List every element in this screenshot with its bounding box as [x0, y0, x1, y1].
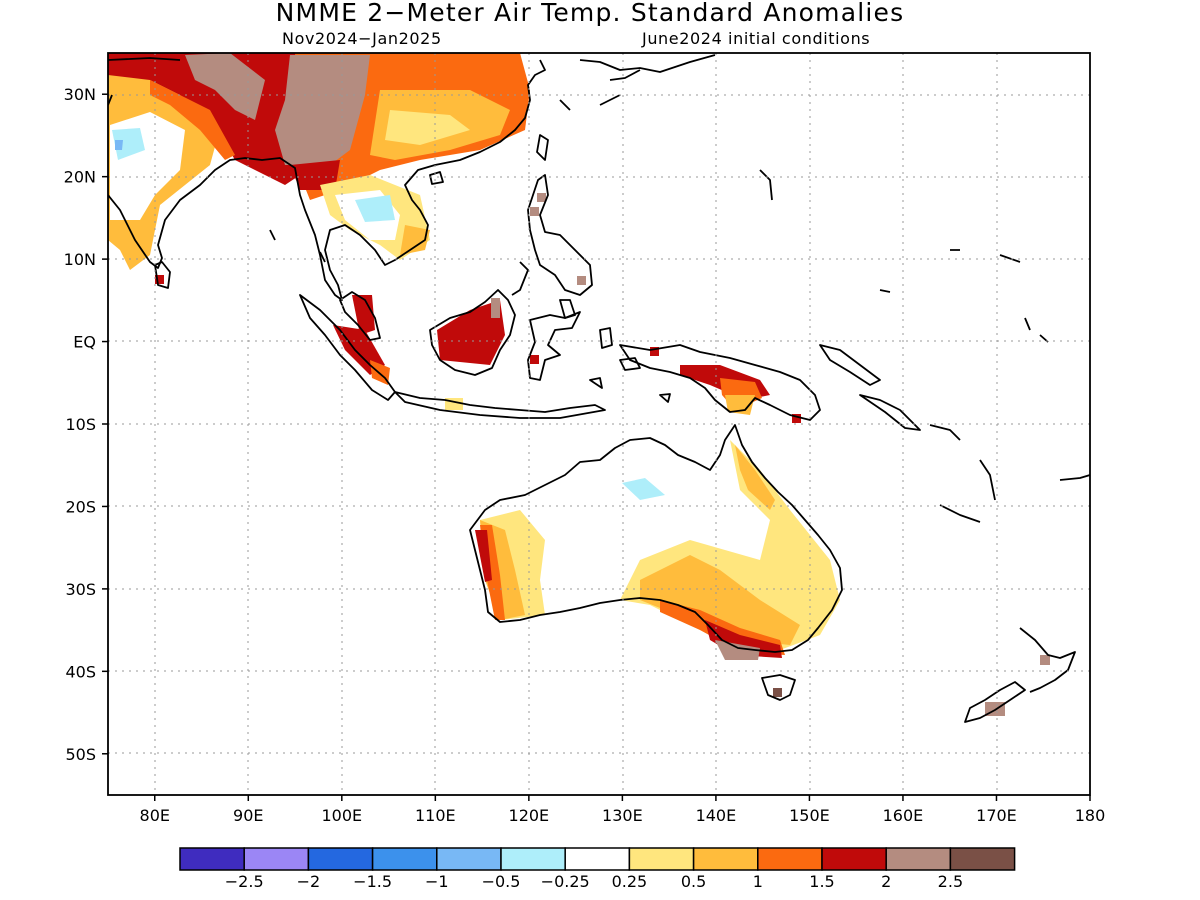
shade-borneo-brown [491, 298, 500, 318]
coast-sulawesi [527, 311, 581, 381]
colorbar-label: 1.5 [809, 872, 834, 891]
x-tick-label: 170E [976, 806, 1017, 825]
x-tick-label: 110E [415, 806, 456, 825]
shade-thailand-lightblue [355, 195, 395, 222]
shade-australia-west-darkred [475, 530, 492, 582]
y-axis: 30N 20N 10N EQ 10S 20S 30S 40S 50S [64, 85, 108, 764]
colorbar-label: −1 [425, 872, 449, 891]
colorbar-swatch [307, 847, 374, 871]
x-tick-label: 80E [140, 806, 170, 825]
shade-india-lightblue [112, 128, 145, 160]
y-tick-label: 10S [65, 415, 96, 434]
x-tick-label: 120E [509, 806, 550, 825]
colorbar-label: −0.25 [541, 872, 590, 891]
shade-srilanka [155, 275, 164, 284]
shade-borneo-red [437, 300, 505, 365]
colorbar-label: −0.5 [482, 872, 521, 891]
shade-australia-east-orange [735, 445, 775, 510]
shade-china-darkred [290, 160, 340, 190]
x-tick-label: 180 [1075, 806, 1106, 825]
shade-china-brown [275, 55, 370, 165]
x-tick-label: 140E [696, 806, 737, 825]
coast-sri-lanka [154, 261, 171, 289]
x-tick-label: 100E [321, 806, 362, 825]
coast-new-zealand [964, 627, 1076, 723]
x-tick-label: 130E [602, 806, 643, 825]
shade-victoria-brown [715, 640, 760, 660]
forecast-period: Nov2024−Jan2025 [282, 29, 442, 48]
y-tick-label: 30S [65, 580, 96, 599]
y-tick-label: 50S [65, 745, 96, 764]
coast-borneo [429, 289, 516, 376]
colorbar-swatch [564, 847, 631, 871]
colorbar-swatch [885, 847, 952, 871]
shade-australia-se-orange [640, 555, 800, 645]
shade-china-lightyellow [385, 110, 470, 145]
colorbar-swatch [371, 847, 438, 871]
colorbar-swatch [692, 847, 759, 871]
y-tick-label: 20S [65, 497, 96, 516]
coastlines [108, 54, 1090, 723]
y-tick-label: EQ [73, 333, 96, 352]
colorbar-swatch [757, 847, 823, 871]
colorbar-swatch [243, 847, 310, 871]
x-tick-label: 90E [233, 806, 263, 825]
coast-philippines [511, 174, 593, 319]
x-tick-label: 160E [883, 806, 924, 825]
coast-japan [559, 54, 716, 111]
coast-new-guinea [619, 344, 821, 421]
shade-philippines-brown [537, 193, 546, 202]
shade-newguinea-yellow [725, 395, 755, 415]
x-tick-label: 150E [789, 806, 830, 825]
y-tick-label: 30N [64, 85, 96, 104]
colorbar-swatch [821, 847, 887, 871]
shade-malaysia-red [352, 295, 375, 335]
colorbar-label: 1 [753, 872, 763, 891]
shade-india-white [110, 112, 185, 220]
gridlines [108, 53, 1090, 795]
shade-vietnam-orange [400, 225, 430, 255]
colorbar-label: 2.5 [938, 872, 963, 891]
colorbar-swatch [949, 847, 1016, 871]
shade-aus-north-lightblue [622, 478, 665, 500]
x-axis: 80E 90E 100E 110E 120E 130E 140E 150E 160E 170E 18… [140, 795, 1106, 825]
colorbar-label: 2 [881, 872, 891, 891]
coast-australia [469, 424, 843, 653]
initial-conditions: June2024 initial conditions [642, 29, 871, 48]
colorbar-label: −1.5 [353, 872, 392, 891]
colorbar-swatch [628, 847, 695, 871]
coast-taiwan [536, 134, 549, 161]
colorbar-swatch [179, 847, 245, 871]
colorbar-label: −2.5 [225, 872, 264, 891]
colorbar-label: 0.25 [612, 872, 648, 891]
shade-india-blue [115, 140, 123, 150]
shade-tibet-brown [185, 53, 265, 120]
colorbar-label: 0.5 [681, 872, 706, 891]
colorbar-legend: −2.5 −2 −1.5 −1 −0.5 −0.25 0.25 0.5 1 1.5 2 2.5 [179, 847, 1016, 891]
map-title: NMME 2−Meter Air Temp. Standard Anomalie… [275, 0, 905, 27]
coast-tasmania [761, 674, 796, 701]
y-tick-label: 20N [64, 168, 96, 187]
anomaly-shading [108, 53, 1050, 716]
colorbar-swatch [436, 847, 502, 871]
y-tick-label: 40S [65, 662, 96, 681]
y-tick-label: 10N [64, 250, 96, 269]
coast-java [394, 391, 606, 419]
colorbar-swatch [500, 847, 566, 871]
colorbar-label: −2 [297, 872, 321, 891]
shade-himalaya-orange [150, 80, 235, 160]
